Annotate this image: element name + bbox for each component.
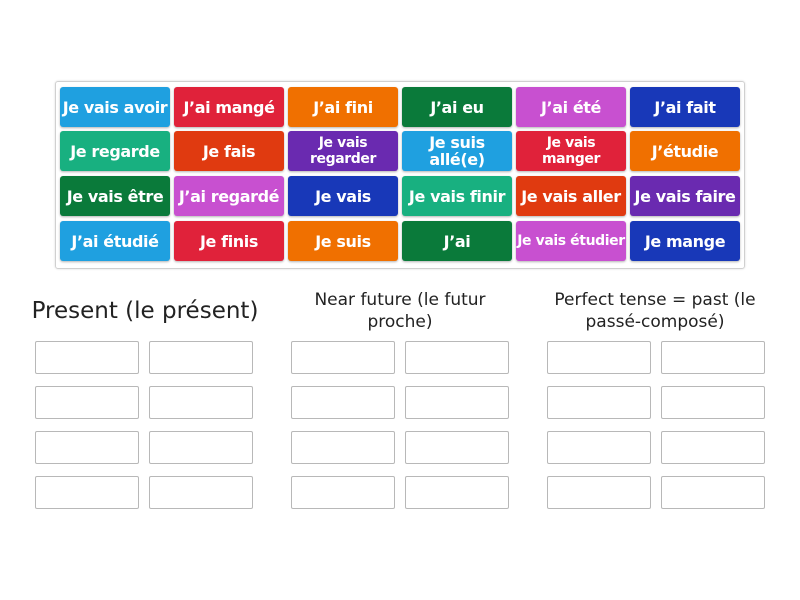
drop-slot-perfect[interactable] [661, 341, 765, 374]
drop-slot-perfect[interactable] [661, 476, 765, 509]
drop-slot-perfect[interactable] [547, 341, 651, 374]
drop-slot-perfect[interactable] [547, 476, 651, 509]
draggable-tile[interactable]: Je vais [288, 176, 398, 216]
drop-slot-near-future[interactable] [291, 341, 395, 374]
drop-slot-present[interactable] [149, 341, 253, 374]
draggable-tile[interactable]: Je vais manger [516, 131, 626, 171]
tile-tray [55, 81, 745, 269]
draggable-tile[interactable]: Je fais [174, 131, 284, 171]
draggable-tile[interactable]: Je vais faire [630, 176, 740, 216]
draggable-tile[interactable]: Je vais avoir [60, 87, 170, 127]
drop-slot-near-future[interactable] [405, 386, 509, 419]
drop-slot-perfect[interactable] [547, 386, 651, 419]
drop-slot-present[interactable] [35, 476, 139, 509]
draggable-tile[interactable]: J’ai été [516, 87, 626, 127]
draggable-tile[interactable]: J’ai fait [630, 87, 740, 127]
drop-slot-present[interactable] [35, 341, 139, 374]
draggable-tile[interactable]: Je mange [630, 221, 740, 261]
drop-slot-perfect[interactable] [547, 431, 651, 464]
drop-slot-present[interactable] [35, 431, 139, 464]
draggable-tile[interactable]: Je vais regarder [288, 131, 398, 171]
drop-slot-near-future[interactable] [291, 386, 395, 419]
drop-slot-near-future[interactable] [405, 431, 509, 464]
drop-slot-near-future[interactable] [405, 476, 509, 509]
draggable-tile[interactable]: Je finis [174, 221, 284, 261]
drop-slot-near-future[interactable] [291, 431, 395, 464]
drop-slot-present[interactable] [149, 386, 253, 419]
group-heading-near-future: Near future (le futur proche) [314, 290, 486, 332]
drop-slot-perfect[interactable] [661, 386, 765, 419]
draggable-tile[interactable]: Je suis allé(e) [402, 131, 512, 171]
drop-slot-perfect[interactable] [661, 431, 765, 464]
draggable-tile[interactable]: J’ai étudié [60, 221, 170, 261]
group-heading-perfect-tense: Perfect tense = past (le passé-composé) [554, 290, 756, 332]
drop-slot-near-future[interactable] [405, 341, 509, 374]
draggable-tile[interactable]: Je suis [288, 221, 398, 261]
draggable-tile[interactable]: Je vais être [60, 176, 170, 216]
draggable-tile[interactable]: Je regarde [60, 131, 170, 171]
drop-slot-near-future[interactable] [291, 476, 395, 509]
draggable-tile[interactable]: J’ai [402, 221, 512, 261]
draggable-tile[interactable]: J’ai fini [288, 87, 398, 127]
draggable-tile[interactable]: J’étudie [630, 131, 740, 171]
draggable-tile[interactable]: Je vais finir [402, 176, 512, 216]
drop-slot-present[interactable] [35, 386, 139, 419]
draggable-tile[interactable]: Je vais étudier [516, 221, 626, 261]
drop-slot-present[interactable] [149, 431, 253, 464]
draggable-tile[interactable]: J’ai eu [402, 87, 512, 127]
drop-slot-present[interactable] [149, 476, 253, 509]
draggable-tile[interactable]: J’ai regardé [174, 176, 284, 216]
group-heading-present: Present (le présent) [31, 298, 259, 324]
draggable-tile[interactable]: J’ai mangé [174, 87, 284, 127]
draggable-tile[interactable]: Je vais aller [516, 176, 626, 216]
